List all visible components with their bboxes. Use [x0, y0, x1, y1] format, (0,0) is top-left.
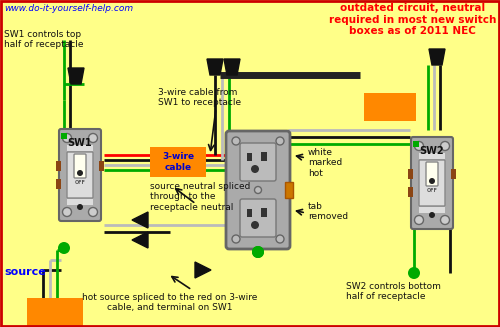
Polygon shape: [195, 262, 211, 278]
Circle shape: [276, 137, 284, 145]
Polygon shape: [224, 59, 240, 75]
Circle shape: [232, 235, 240, 243]
Circle shape: [77, 204, 83, 210]
Circle shape: [254, 186, 262, 194]
Bar: [408, 169, 413, 179]
FancyBboxPatch shape: [419, 160, 445, 206]
Text: SW2 controls bottom
half of receptacle: SW2 controls bottom half of receptacle: [346, 282, 441, 301]
FancyBboxPatch shape: [67, 152, 93, 198]
Bar: [56, 161, 61, 171]
Circle shape: [251, 165, 259, 173]
Text: 2-wire
cable: 2-wire cable: [39, 302, 71, 322]
Polygon shape: [68, 68, 84, 84]
Bar: [408, 187, 413, 197]
FancyBboxPatch shape: [364, 93, 416, 121]
Circle shape: [408, 267, 420, 279]
Circle shape: [440, 215, 450, 225]
FancyBboxPatch shape: [27, 298, 83, 326]
Bar: [61, 133, 67, 139]
Circle shape: [276, 235, 284, 243]
Polygon shape: [429, 49, 445, 65]
Text: www.do-it-yourself-help.com: www.do-it-yourself-help.com: [4, 4, 133, 13]
Polygon shape: [207, 59, 223, 75]
Text: OFF: OFF: [426, 188, 438, 194]
Circle shape: [252, 246, 264, 258]
Circle shape: [429, 212, 435, 218]
FancyBboxPatch shape: [59, 129, 101, 221]
FancyBboxPatch shape: [150, 147, 206, 177]
Circle shape: [414, 215, 424, 225]
Polygon shape: [132, 232, 148, 248]
Circle shape: [252, 246, 264, 258]
Text: white
marked
hot: white marked hot: [308, 148, 342, 178]
Circle shape: [62, 208, 72, 216]
Circle shape: [414, 142, 424, 150]
Text: SW1: SW1: [68, 138, 92, 148]
Bar: [247, 153, 252, 161]
Circle shape: [251, 221, 259, 229]
Bar: [419, 153, 445, 159]
Bar: [285, 182, 293, 198]
Text: SW1 controls top
half of receptacle: SW1 controls top half of receptacle: [4, 30, 84, 49]
Circle shape: [88, 133, 98, 143]
Text: source: source: [4, 267, 46, 277]
Circle shape: [77, 170, 83, 176]
Circle shape: [88, 208, 98, 216]
FancyBboxPatch shape: [240, 143, 276, 181]
Text: hot source spliced to the red on 3-wire
cable, and terminal on SW1: hot source spliced to the red on 3-wire …: [82, 293, 258, 312]
Text: 3-wire
cable: 3-wire cable: [162, 152, 194, 172]
Bar: [99, 161, 104, 171]
Polygon shape: [132, 212, 148, 228]
FancyBboxPatch shape: [74, 154, 86, 178]
Bar: [261, 208, 267, 217]
Text: 2-wire
cable: 2-wire cable: [374, 97, 406, 117]
Text: OFF: OFF: [74, 181, 86, 185]
Bar: [67, 145, 93, 151]
Circle shape: [429, 178, 435, 184]
Bar: [413, 141, 419, 147]
Text: tab
removed: tab removed: [308, 202, 348, 221]
Circle shape: [232, 137, 240, 145]
Circle shape: [440, 142, 450, 150]
FancyBboxPatch shape: [226, 131, 290, 249]
Circle shape: [62, 133, 72, 143]
Bar: [419, 207, 445, 213]
FancyBboxPatch shape: [240, 199, 276, 237]
Bar: [56, 179, 61, 189]
Bar: [261, 152, 267, 161]
Circle shape: [58, 242, 70, 254]
Text: 3-wire cable from
SW1 to receptacle: 3-wire cable from SW1 to receptacle: [158, 88, 241, 107]
FancyBboxPatch shape: [411, 137, 453, 229]
Bar: [451, 169, 456, 179]
Bar: [247, 209, 252, 217]
Text: source neutral spliced
through to the
receptacle neutral: source neutral spliced through to the re…: [150, 182, 250, 212]
Text: outdated circuit, neutral
required in most new switch
boxes as of 2011 NEC: outdated circuit, neutral required in mo…: [328, 3, 496, 36]
FancyBboxPatch shape: [426, 162, 438, 186]
Bar: [67, 199, 93, 205]
Text: SW2: SW2: [420, 146, 444, 156]
